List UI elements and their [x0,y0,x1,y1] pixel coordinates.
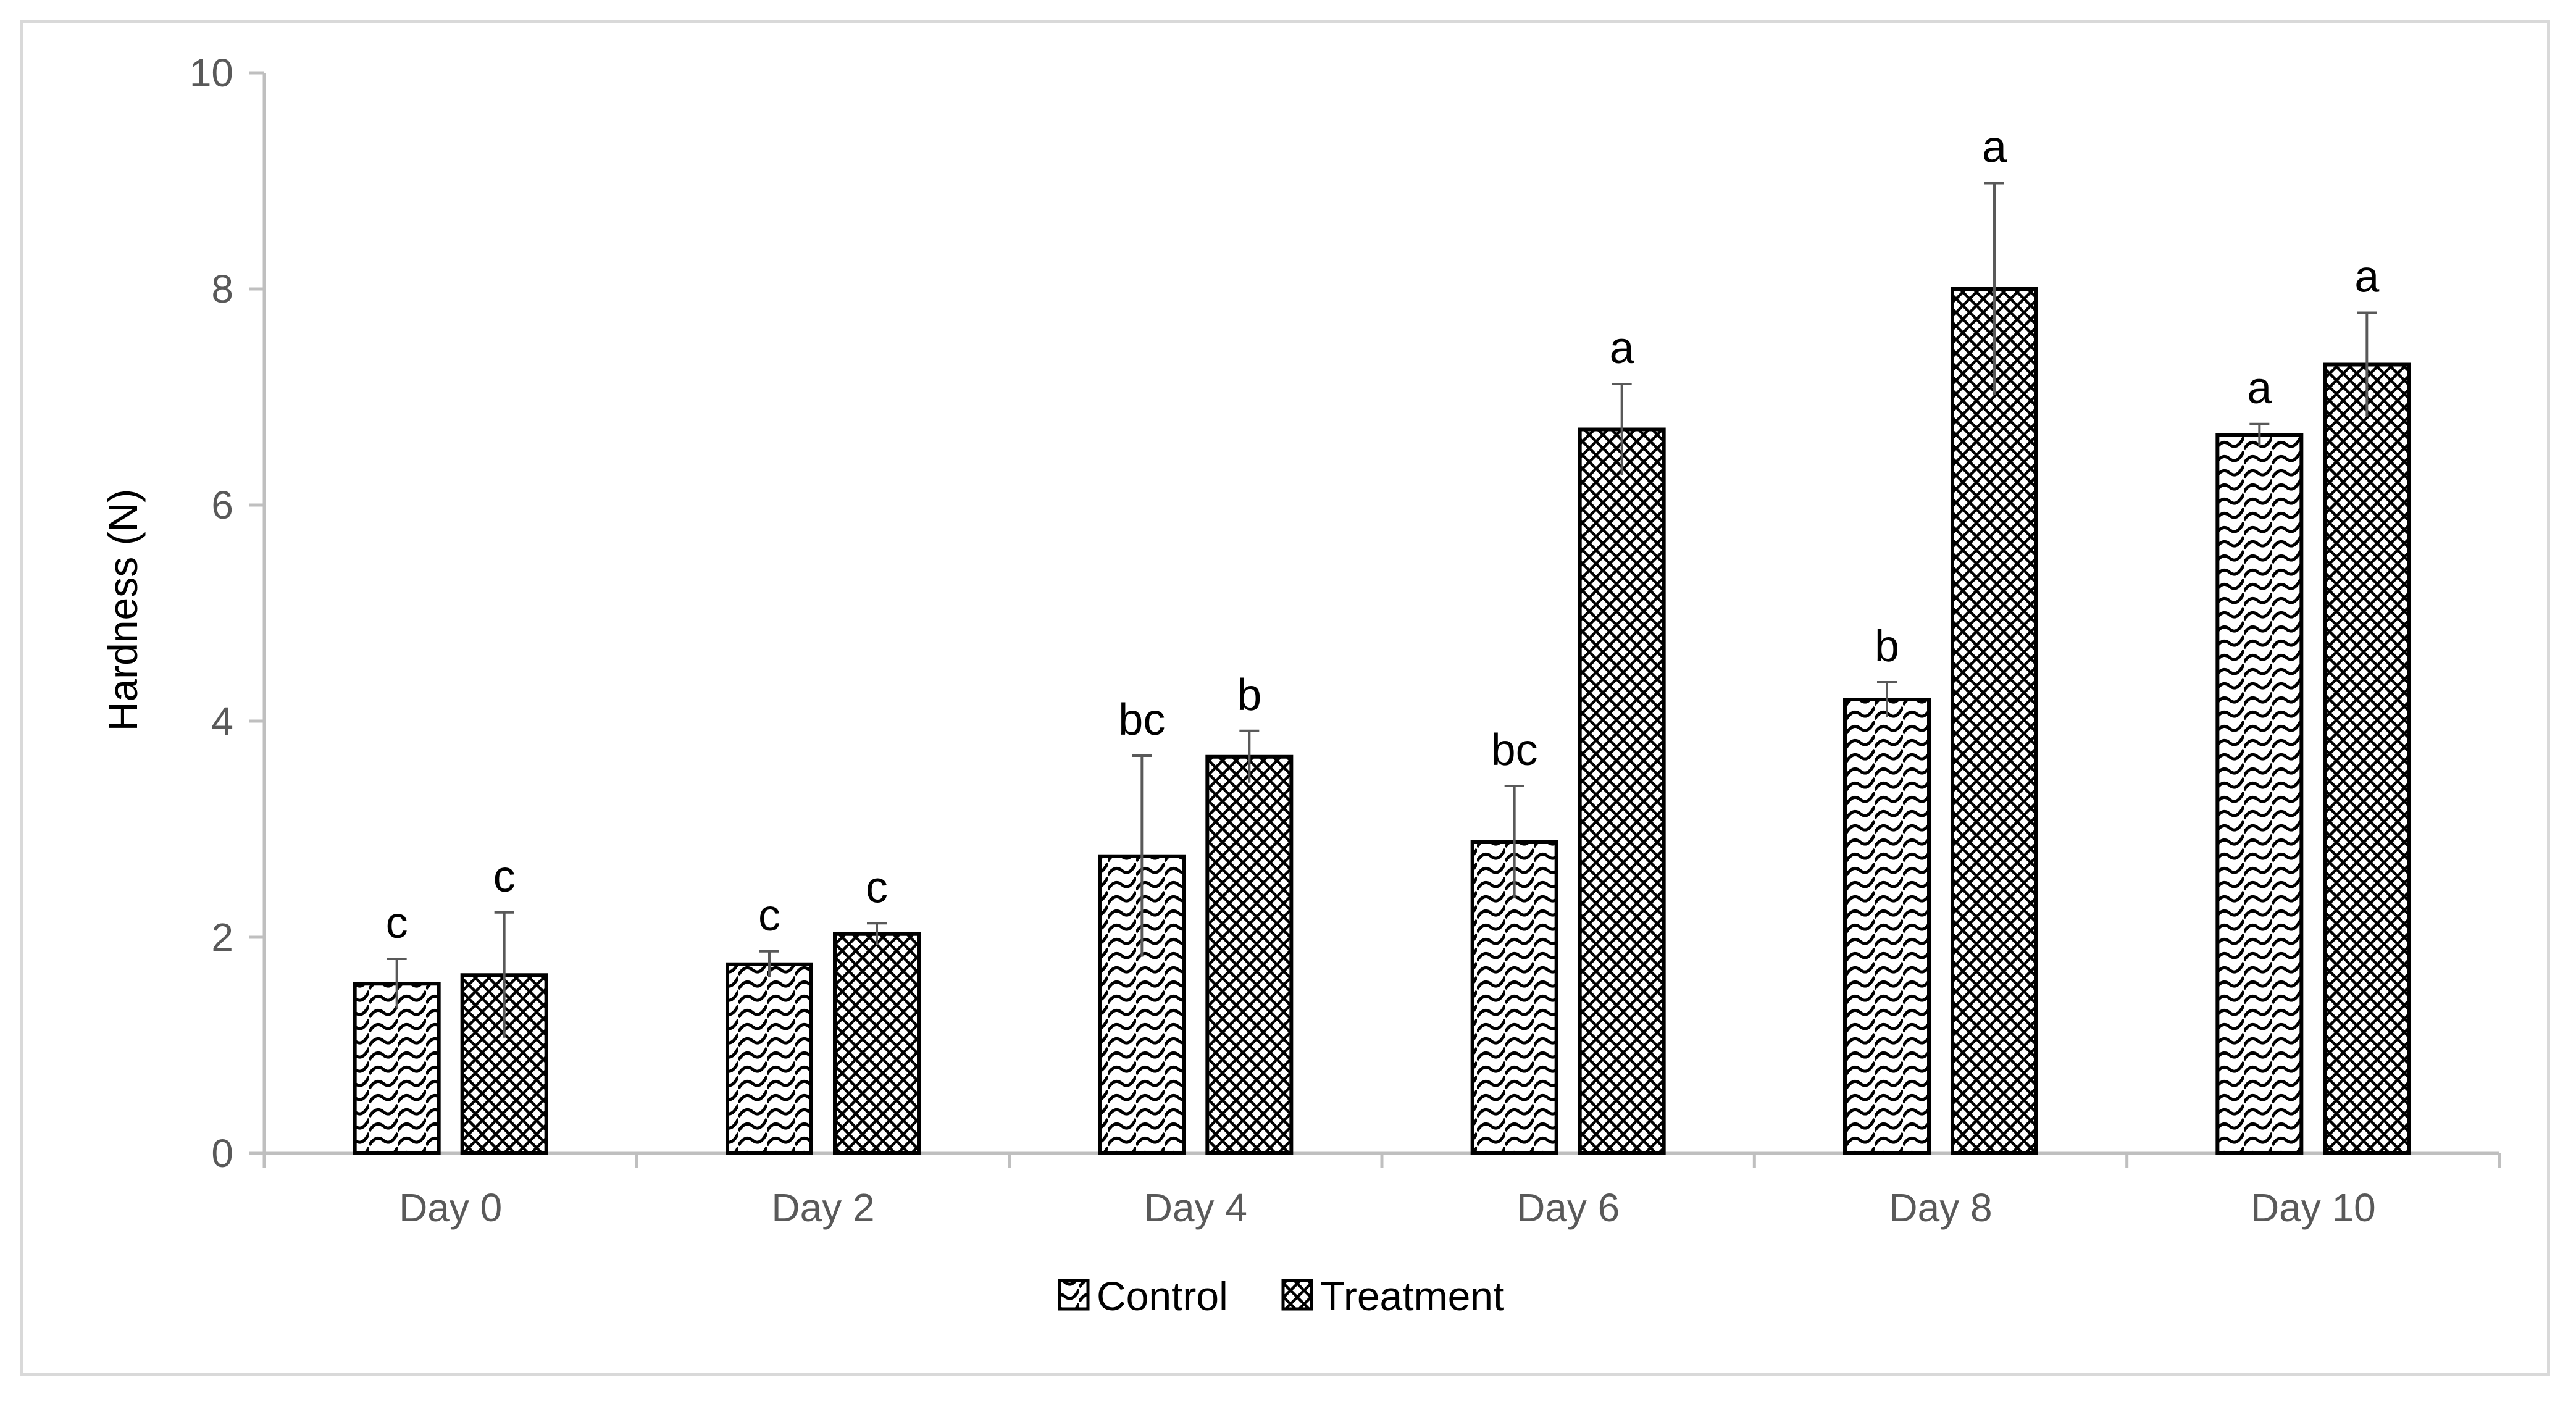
significance-label: a [2354,253,2380,302]
x-tick-label: Day 6 [1516,1185,1620,1230]
y-tick-label: 2 [211,915,233,959]
bar-control [353,982,441,1155]
significance-label: c [493,852,516,901]
significance-label: c [866,863,888,912]
x-tick-label: Day 4 [1144,1185,1247,1230]
bar-control [1843,698,1931,1155]
significance-label: bc [1491,725,1538,775]
y-tick-label: 8 [211,267,233,311]
bar-treatment [2323,362,2411,1155]
legend: Control Treatment [1058,1273,1504,1319]
bar-control [726,962,813,1155]
legend-label-treatment: Treatment [1320,1273,1504,1319]
y-tick-label: 0 [211,1131,233,1176]
legend-label-control: Control [1097,1273,1228,1319]
significance-label: b [1237,671,1261,720]
bar-treatment [1951,287,2038,1155]
labels-layer: c c bc bc b a c c b a a a [386,123,2380,948]
bar-treatment [1205,754,1294,1155]
y-axis-title: Hardness (N) [100,489,146,731]
bars-layer [353,182,2411,1155]
significance-label: b [1875,622,1899,671]
legend-swatch-control [1058,1279,1090,1311]
significance-label: a [1982,123,2007,172]
x-tick-label: Day 8 [1889,1185,1992,1230]
bar-treatment [1578,427,1666,1155]
x-tick-label: Day 2 [771,1185,874,1230]
significance-label: bc [1118,695,1165,745]
x-tick-label: Day 10 [2251,1185,2376,1230]
significance-label: a [2247,364,2272,413]
significance-label: c [758,891,780,940]
axes-layer: 0 2 4 6 8 10 Day 0 Day 2 Day 4 Day 6 Day 8 Day 10 [190,51,2501,1230]
legend-swatch-treatment [1281,1279,1313,1311]
y-tick-label: 4 [211,699,233,743]
y-tick-label: 10 [190,51,233,95]
bar-control [2215,433,2304,1155]
significance-label: a [1610,324,1635,373]
bar-treatment [833,932,921,1155]
significance-label: c [386,898,408,948]
x-tick-label: Day 0 [399,1185,502,1230]
y-tick-label: 6 [211,483,233,527]
